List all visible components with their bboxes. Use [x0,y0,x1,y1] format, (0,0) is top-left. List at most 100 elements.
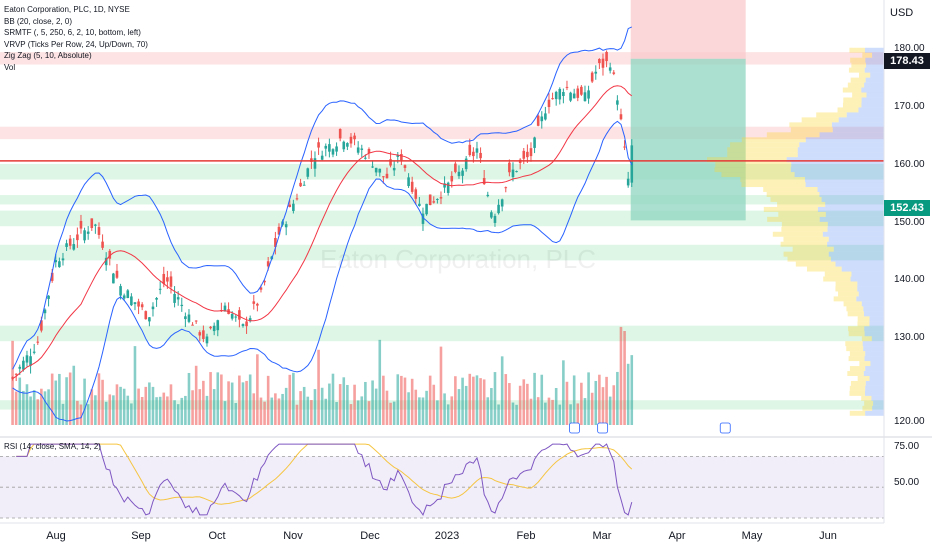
profile-down-row [865,351,884,356]
profile-up-row [849,356,865,361]
volume-bar [69,373,72,425]
volume-bar [339,384,342,425]
profile-up-row [721,172,794,177]
candle-body [62,258,65,260]
candle-body [497,205,500,213]
profile-up-row [763,187,817,192]
candle-body [101,242,104,248]
volume-bar [72,366,75,425]
volume-bar [216,372,219,425]
volume-bar [98,373,101,425]
profile-up-row [791,127,833,132]
legend-vol[interactable]: Vol [4,62,148,74]
candle-body [555,92,558,99]
candle-body [144,311,147,319]
candle-body [299,183,302,186]
candle-body [76,234,79,240]
legend-vrvp[interactable]: VRVP (Ticks Per Row, 24, Up/Down, 70) [4,39,148,51]
volume-bar [526,384,529,425]
legend-zigzag[interactable]: Zig Zag (5, 10, Absolute) [4,50,148,62]
profile-up-row [844,301,862,306]
profile-up-row [838,291,859,296]
profile-up-row [835,286,857,291]
volume-bar [623,331,626,425]
candle-body [526,152,529,157]
profile-down-row [865,48,884,53]
candle-body [209,327,212,328]
volume-bar [364,382,367,425]
legend-srmtf[interactable]: SRMTF (, 5, 250, 6, 2, 10, bottom, left) [4,27,148,39]
legend-bb[interactable]: BB (20, close, 2, 0) [4,16,148,28]
profile-up-row [850,411,865,416]
profile-down-row [831,257,884,262]
profile-down-row [865,356,884,361]
volume-bar [602,387,605,425]
profile-up-row [864,401,873,406]
volume-bar [353,385,356,425]
volume-bar [404,378,407,425]
rsi-tick-label: 50.00 [894,477,919,488]
volume-bar [494,372,497,425]
profile-down-row [858,107,884,112]
volume-bar [141,397,144,425]
volume-bar [627,364,630,425]
volume-bar [180,398,183,425]
profile-down-row [825,202,884,207]
volume-bar [382,376,385,425]
volume-bar [152,387,155,425]
candle-body [458,172,461,176]
profile-up-row [850,386,865,391]
profile-down-row [873,401,884,406]
volume-bar [324,399,327,425]
volume-bar [598,375,601,425]
x-tick-label: Mar [593,530,612,542]
candle-body [216,320,219,330]
volume-bar [357,400,360,425]
candle-body [533,137,536,147]
rsi-legend[interactable]: RSI (14, close, SMA, 14, 2) [4,442,101,451]
volume-bar [515,405,518,425]
profile-up-row [807,267,842,272]
volume-bar [530,399,533,425]
volume-bar [44,391,47,425]
candle-body [303,185,306,186]
profile-down-row [829,252,884,257]
profile-down-row [820,132,884,137]
profile-down-row [795,172,884,177]
profile-down-row [871,396,884,401]
profile-down-row [864,371,884,376]
profile-down-row [870,376,884,381]
volume-bar [504,374,507,425]
volume-bar [58,374,61,425]
profile-down-row [828,227,884,232]
y-tick-label: 170.00 [894,101,925,112]
profile-down-row [865,331,884,336]
legend-symbol[interactable]: Eaton Corporation, PLC, 1D, NYSE [4,4,148,16]
profile-up-row [727,152,798,157]
x-tick-label: Jun [819,530,837,542]
candle-body [425,204,428,214]
profile-down-row [865,68,884,73]
candle-body [83,230,86,240]
volume-bar [209,372,212,425]
volume-bar [11,341,14,425]
profile-down-row [859,291,884,296]
candle-body [242,324,245,326]
volume-bar [371,380,374,425]
candle-body [26,355,29,362]
profile-up-row [858,316,870,321]
profile-down-row [870,316,884,321]
profile-down-row [865,386,884,391]
volume-bar [188,373,191,425]
volume-bar [317,350,320,425]
profile-up-row [849,48,865,53]
volume-bar [497,404,500,425]
candle-body [36,342,39,343]
volume-bars [11,327,633,425]
currency-label: USD [890,7,913,19]
candle-body [314,158,317,169]
profile-up-row [851,63,866,68]
volume-bar [522,379,525,425]
candle-body [126,290,129,298]
